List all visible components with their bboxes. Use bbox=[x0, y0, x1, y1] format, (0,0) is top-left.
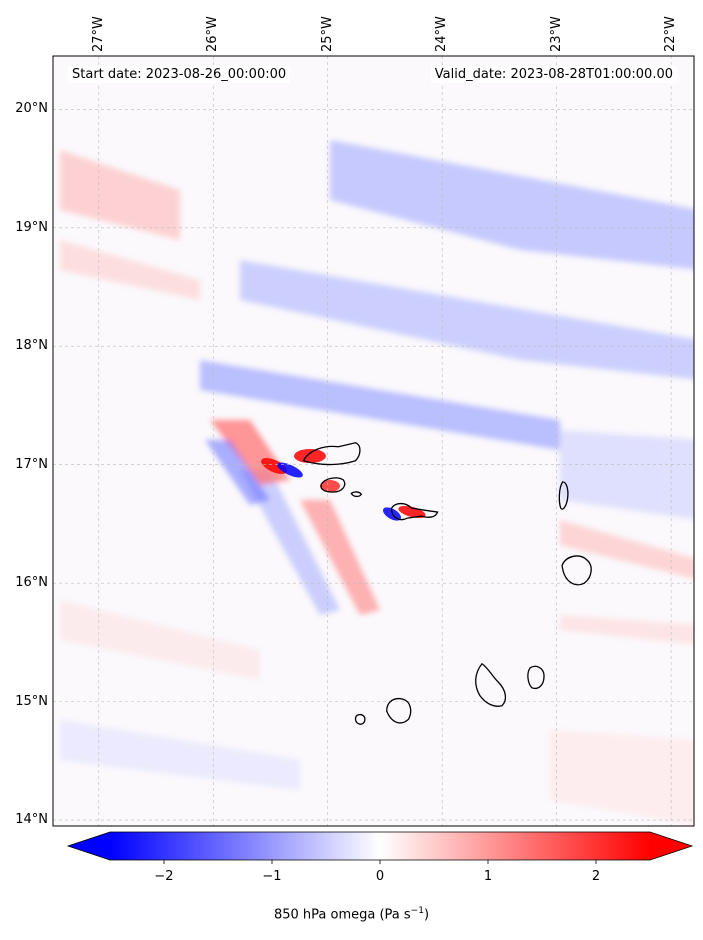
blue-band-center bbox=[200, 360, 560, 450]
colorbar: −2 −1 0 1 2 bbox=[66, 831, 694, 884]
dipole-blue-1 bbox=[277, 462, 303, 478]
colorbar-tick-label: −2 bbox=[154, 869, 173, 884]
red-patch-south bbox=[60, 600, 260, 680]
island-coastline bbox=[390, 502, 439, 521]
omega-field bbox=[53, 56, 694, 826]
red-patch-west bbox=[60, 240, 200, 300]
colorbar-fill bbox=[110, 832, 650, 860]
blue-streak-west bbox=[205, 440, 270, 505]
dipole-red-1 bbox=[261, 457, 287, 475]
lon-tick-label: 27°W bbox=[90, 16, 106, 52]
island-coastline bbox=[527, 665, 545, 690]
colorbar-extend-high bbox=[650, 832, 692, 860]
lat-tick-label: 14°N bbox=[15, 812, 48, 828]
red-patch-nw bbox=[60, 150, 180, 240]
lat-tick-label: 19°N bbox=[15, 219, 48, 235]
island-coastline bbox=[558, 481, 569, 510]
coastlines bbox=[302, 442, 592, 725]
lat-tick-label: 17°N bbox=[15, 456, 48, 472]
blue-plume-south bbox=[240, 470, 340, 615]
colorbar-extend-low bbox=[68, 832, 110, 860]
colorbar-outline bbox=[66, 831, 694, 861]
dipole-red-4 bbox=[398, 505, 426, 519]
blue-band-north bbox=[330, 140, 694, 270]
colorbar-tick-label: 2 bbox=[592, 869, 600, 884]
red-patch-southeast bbox=[550, 730, 694, 825]
start-date-label: Start date: 2023-08-26_00:00:00 bbox=[68, 66, 291, 83]
gridlines bbox=[53, 56, 694, 826]
red-plume-south bbox=[300, 500, 380, 615]
island-coastline bbox=[561, 555, 592, 586]
dipole-red-2 bbox=[294, 449, 326, 463]
omega-streaks bbox=[60, 140, 694, 825]
island-coastline bbox=[354, 713, 366, 725]
colorbar-tick-label: −1 bbox=[262, 869, 281, 884]
red-band-southeast bbox=[560, 615, 694, 645]
island-coastline bbox=[302, 442, 361, 466]
red-band-east bbox=[560, 520, 694, 579]
lon-tick-label: 26°W bbox=[205, 16, 221, 52]
blue-patch-southwest bbox=[60, 720, 300, 790]
lat-tick-label: 15°N bbox=[15, 693, 48, 709]
lat-tick-label: 16°N bbox=[15, 575, 48, 591]
island-coastline bbox=[350, 491, 363, 498]
island-coastline bbox=[386, 697, 412, 724]
valid-date-label: Valid_date: 2023-08-28T01:00:00.00 bbox=[430, 66, 677, 83]
lon-tick-label: 25°W bbox=[319, 16, 335, 52]
colorbar-tick-label: 0 bbox=[376, 869, 384, 884]
plot-frame bbox=[52, 55, 695, 827]
lon-tick-label: 23°W bbox=[548, 16, 564, 52]
blue-band-east bbox=[560, 430, 694, 520]
island-coastline bbox=[475, 662, 507, 707]
lat-tick-label: 20°N bbox=[15, 101, 48, 117]
island-dipoles bbox=[261, 449, 426, 521]
colorbar-tick-label: 1 bbox=[484, 869, 492, 884]
lat-tick-label: 18°N bbox=[15, 338, 48, 354]
lon-tick-label: 22°W bbox=[663, 16, 679, 52]
colorbar-title: 850 hPa omega (Pa s−1) bbox=[273, 906, 430, 923]
blue-band-mid bbox=[240, 260, 694, 380]
lon-tick-label: 24°W bbox=[434, 16, 450, 52]
dipole-red-3 bbox=[320, 480, 340, 492]
island-coastline bbox=[320, 477, 346, 493]
